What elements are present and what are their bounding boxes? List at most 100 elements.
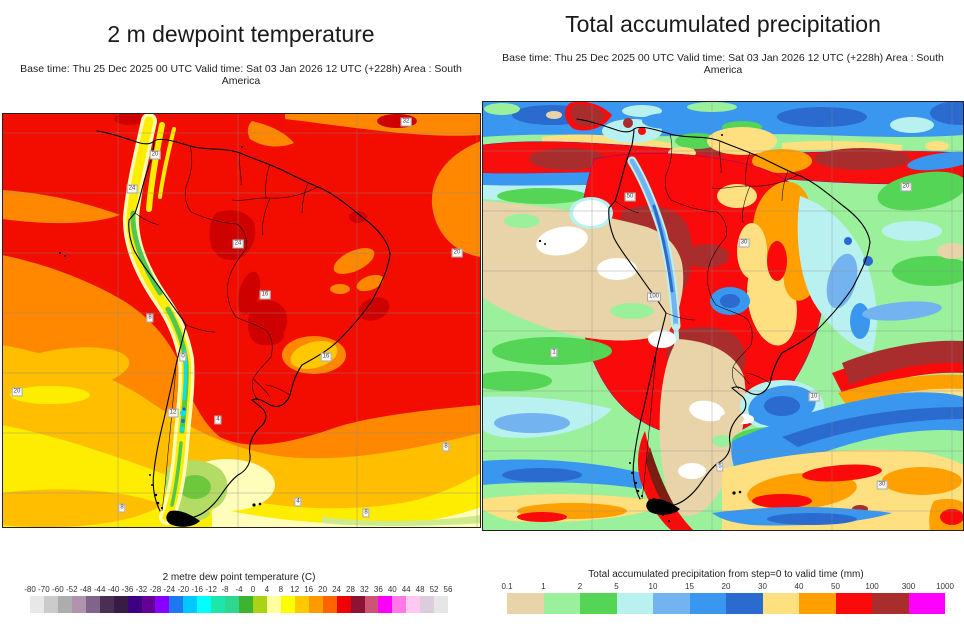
legend-tick-label: 2 — [577, 582, 583, 591]
legend-tick-label: -70 — [38, 585, 50, 594]
legend-tick-label: 0.1 — [501, 582, 513, 591]
legend-color-cell — [266, 596, 281, 613]
contour-label: 8 — [118, 503, 126, 513]
legend-tick-label: 48 — [415, 585, 425, 594]
legend-tick-label: 40 — [794, 582, 804, 591]
contour-label: 20 — [451, 248, 463, 258]
precipitation-map: 50 100 30 10 1 20 5 30 — [482, 101, 964, 531]
legend-color-cell — [322, 596, 337, 613]
legend-tick-label: 32 — [359, 585, 369, 594]
legend-color-cell — [30, 596, 44, 613]
legend-color-cell — [113, 596, 128, 613]
legend-tick-label: 30 — [758, 582, 767, 591]
legend-tick-label: -44 — [93, 585, 106, 594]
legend-color-cell — [211, 596, 226, 613]
dewpoint-map-art — [2, 113, 481, 528]
legend-color-cell — [253, 596, 267, 613]
dewpoint-title: 2 m dewpoint temperature — [107, 21, 375, 47]
legend-color-cell — [543, 593, 580, 614]
legend-tick-label: -32 — [135, 585, 148, 594]
precip-legend: Total accumulated precipitation from ste… — [501, 569, 954, 614]
legend-color-cell — [726, 593, 763, 614]
legend-tick-label: 20 — [318, 585, 328, 594]
contour-label: 0 — [179, 352, 187, 362]
legend-color-cell — [350, 596, 365, 613]
contour-label: 20 — [11, 387, 23, 397]
legend-tick-label: -80 — [24, 585, 36, 594]
legend-tick-label: 40 — [387, 585, 397, 594]
legend-color-cell — [155, 596, 170, 613]
legend-tick-label: -52 — [66, 585, 78, 594]
legend-color-cell — [280, 596, 295, 613]
contour-label: 5 — [716, 462, 724, 472]
legend-color-cell — [392, 596, 407, 613]
legend-tick-label: 50 — [831, 582, 840, 591]
legend-color-cell — [762, 593, 799, 614]
legend-color-cell — [43, 596, 58, 613]
contour-label: 24 — [232, 239, 244, 249]
dewpoint-legend: 2 metre dew point temperature (C) -80 -70… — [24, 572, 452, 613]
legend-tick-label: -40 — [107, 585, 120, 594]
legend-tick-label: -28 — [149, 585, 162, 594]
precip-legend-colorbar — [507, 593, 945, 614]
dewpoint-subtitle: Base time: Thu 25 Dec 2025 00 UTC Valid … — [20, 63, 462, 87]
legend-color-cell — [689, 593, 726, 614]
legend-tick-label: -12 — [205, 585, 217, 594]
contour-label: 4 — [294, 497, 302, 507]
dewpoint-legend-title: 2 metre dew point temperature (C) — [162, 572, 316, 583]
legend-color-cell — [908, 593, 945, 614]
contour-label: 50 — [624, 192, 636, 202]
contour-label: 1 — [550, 348, 558, 358]
legend-color-cell — [71, 596, 86, 613]
legend-color-cell — [616, 593, 653, 614]
contour-label: 8 — [362, 508, 370, 518]
dewpoint-legend-tick-row: -80 -70 -60 -52 -48 -44 -40 -36 -32 -28 -24 -20 -16-… — [24, 585, 452, 596]
legend-color-cell — [835, 593, 872, 614]
map-border — [2, 113, 481, 528]
legend-color-cell — [197, 596, 212, 613]
dewpoint-fill-layers — [2, 113, 481, 528]
dewpoint-legend-colorbar — [30, 596, 449, 613]
contour-label: 24 — [126, 184, 138, 194]
legend-tick-label: 36 — [373, 585, 383, 594]
legend-tick-label: 300 — [901, 582, 916, 591]
dewpoint-map: 20 24 24 16 8 0 20 16 12 4 8 4 8 32 20 8 — [2, 113, 481, 528]
legend-color-cell — [378, 596, 393, 613]
legend-tick-label: 52 — [429, 585, 439, 594]
contour-label: 30 — [738, 238, 750, 248]
contour-label: 4 — [214, 415, 222, 425]
contour-label: 8 — [442, 442, 450, 452]
legend-color-cell — [99, 596, 114, 613]
precip-legend-title: Total accumulated precipitation from ste… — [588, 569, 864, 580]
legend-tick-label: 15 — [685, 582, 694, 591]
legend-color-cell — [653, 593, 690, 614]
legend-color-cell — [799, 593, 836, 614]
contour-label: 8 — [146, 313, 154, 323]
legend-tick-label: 5 — [614, 582, 619, 591]
legend-tick-label: -60 — [52, 585, 64, 594]
legend-color-cell — [127, 596, 142, 613]
legend-color-cell — [872, 593, 909, 614]
legend-color-cell — [420, 596, 435, 613]
legend-color-cell — [141, 596, 156, 613]
legend-color-cell — [507, 593, 544, 614]
legend-color-cell — [225, 596, 240, 613]
legend-tick-label: 4 — [264, 585, 270, 594]
legend-tick-label: 56 — [443, 585, 453, 594]
legend-color-cell — [580, 593, 617, 614]
precip-subtitle: Base time: Thu 25 Dec 2025 00 UTC Valid … — [502, 52, 944, 76]
contour-label: 20 — [149, 150, 161, 160]
legend-tick-label: -16 — [191, 585, 203, 594]
legend-tick-label: 0 — [250, 585, 256, 594]
legend-color-cell — [336, 596, 351, 613]
legend-tick-label: -24 — [163, 585, 176, 594]
legend-color-cell — [434, 596, 449, 613]
legend-color-cell — [364, 596, 379, 613]
legend-color-cell — [294, 596, 309, 613]
contour-label: 20 — [900, 182, 912, 192]
legend-tick-label: 24 — [332, 585, 341, 594]
legend-color-cell — [57, 596, 72, 613]
precip-legend-tick-row: 0.1 1 2 5 10 15 20 30 40 50 100 300 1000 — [501, 582, 953, 593]
contour-label: 10 — [808, 392, 820, 402]
